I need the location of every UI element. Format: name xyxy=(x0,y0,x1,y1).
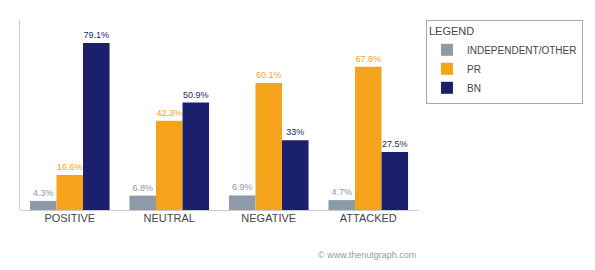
svg-text:© www.thenutgraph.com: © www.thenutgraph.com xyxy=(318,250,416,260)
svg-text:4.3%: 4.3% xyxy=(33,188,54,198)
svg-text:33%: 33% xyxy=(286,127,304,137)
svg-text:50.9%: 50.9% xyxy=(183,90,209,100)
svg-text:79.1%: 79.1% xyxy=(84,30,110,40)
svg-text:6.8%: 6.8% xyxy=(132,183,153,193)
svg-text:INDEPENDENT/OTHER: INDEPENDENT/OTHER xyxy=(467,45,576,56)
svg-text:LEGEND: LEGEND xyxy=(429,25,474,37)
svg-text:BN: BN xyxy=(467,83,481,94)
svg-text:60.1%: 60.1% xyxy=(256,70,282,80)
svg-text:27.5%: 27.5% xyxy=(382,139,408,149)
svg-text:4.7%: 4.7% xyxy=(331,187,352,197)
svg-text:6.9%: 6.9% xyxy=(232,182,253,192)
svg-text:ATTACKED: ATTACKED xyxy=(340,212,397,224)
svg-text:PR: PR xyxy=(467,64,481,75)
svg-text:16.6%: 16.6% xyxy=(57,162,83,172)
svg-text:67.8%: 67.8% xyxy=(355,54,381,64)
svg-text:POSITIVE: POSITIVE xyxy=(44,212,95,224)
svg-text:NEGATIVE: NEGATIVE xyxy=(241,212,296,224)
svg-text:42.3%: 42.3% xyxy=(156,108,182,118)
svg-text:NEUTRAL: NEUTRAL xyxy=(144,212,195,224)
